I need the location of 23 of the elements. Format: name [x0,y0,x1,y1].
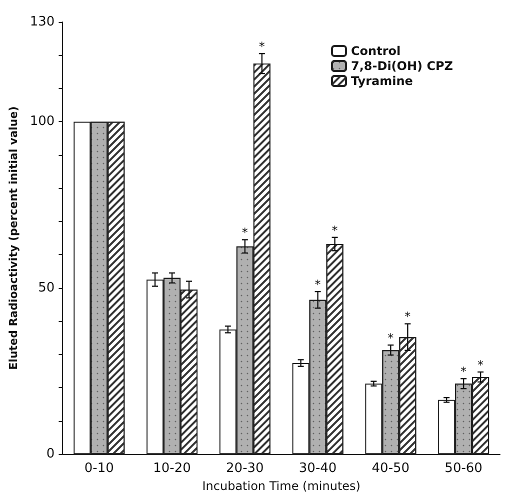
y-axis-title: Eluted Radioactivity (percent initial value) [7,106,20,370]
y-tick-label: 130 [30,14,55,30]
x-tick-label: 50-60 [444,461,482,476]
legend-label: Control [350,44,401,58]
x-tick-label: 10-20 [153,461,191,476]
x-axis-title: Incubation Time (minutes) [202,479,360,493]
y-tick-label: 0 [46,446,55,462]
x-tick-label: 20-30 [226,461,264,476]
data-label: * [404,310,411,324]
y-tick-label: 50 [38,280,55,296]
data-label: * [388,331,394,346]
y-tick-label: 100 [30,114,55,130]
legend-label: Tyramine [350,74,413,88]
x-tick-label: 30-40 [298,461,337,476]
data-label: * [258,40,265,54]
data-label: * [314,278,321,292]
legend-label: 7,8-Di(OH) CPZ [350,59,454,73]
data-label: * [478,358,484,372]
x-tick-label: 0-10 [84,461,114,476]
data-label: * [460,364,467,379]
x-tick-label: 40-50 [372,461,410,476]
data-label: * [332,223,338,238]
data-label: * [242,226,248,240]
